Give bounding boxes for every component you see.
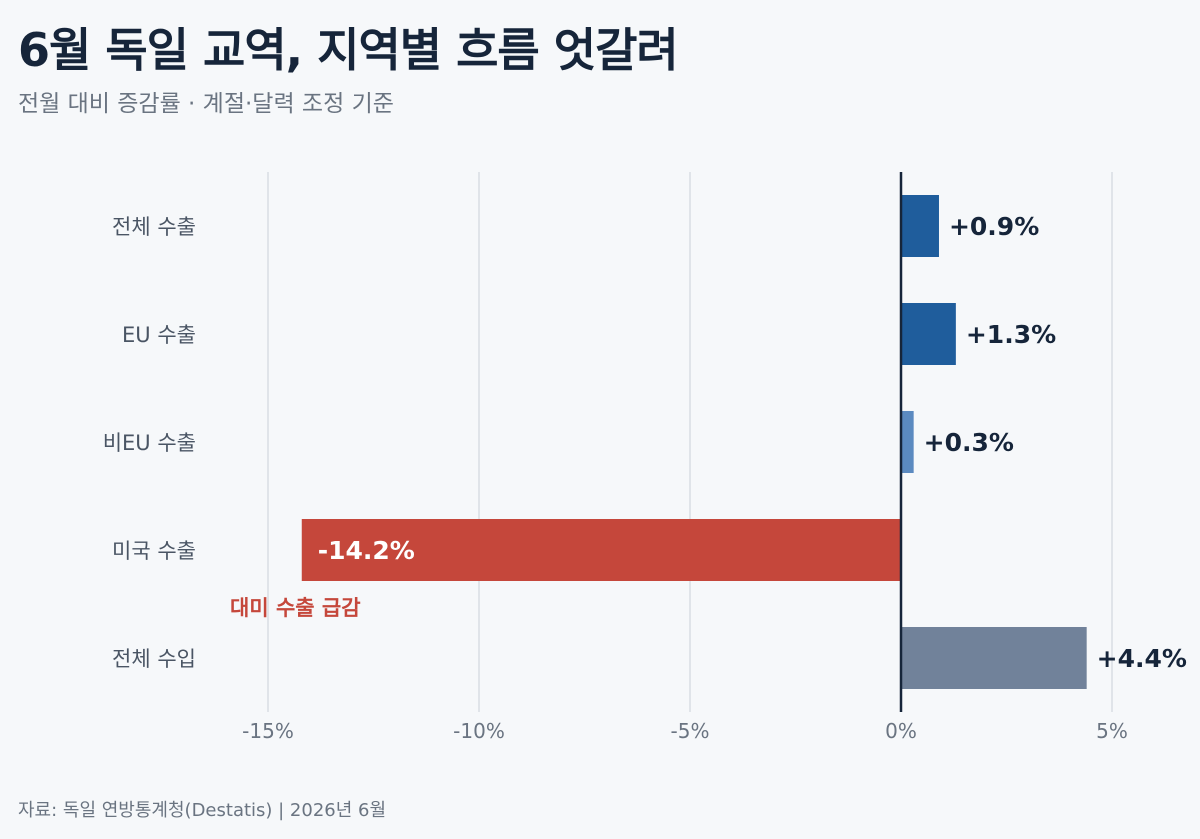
bar — [901, 627, 1087, 689]
source-note: 자료: 독일 연방통계청(Destatis) | 2026년 6월 — [18, 800, 387, 821]
category-label: 미국 수출 — [112, 539, 196, 563]
value-label: +0.3% — [924, 428, 1014, 457]
chart-title: 6월 독일 교역, 지역별 흐름 엇갈려 — [18, 23, 679, 77]
x-tick-label: 5% — [1096, 719, 1128, 743]
x-tick-label: -15% — [242, 719, 294, 743]
category-label: 전체 수입 — [112, 647, 196, 671]
category-label: EU 수출 — [122, 323, 196, 347]
category-label: 비EU 수출 — [103, 431, 196, 455]
bar — [901, 303, 956, 365]
x-tick-label: -5% — [671, 719, 710, 743]
x-tick-label: -10% — [453, 719, 505, 743]
value-label: +1.3% — [966, 320, 1056, 349]
value-label: +0.9% — [949, 212, 1039, 241]
x-tick-label: 0% — [885, 719, 917, 743]
annotation-label: 대미 수출 급감 — [230, 596, 361, 620]
value-label: +4.4% — [1097, 644, 1187, 673]
chart-subtitle: 전월 대비 증감률 · 계절·달력 조정 기준 — [18, 91, 394, 117]
bar — [901, 195, 939, 257]
bar — [901, 411, 914, 473]
category-label: 전체 수출 — [112, 215, 196, 239]
bar — [301, 519, 901, 581]
value-label: -14.2% — [318, 536, 415, 565]
